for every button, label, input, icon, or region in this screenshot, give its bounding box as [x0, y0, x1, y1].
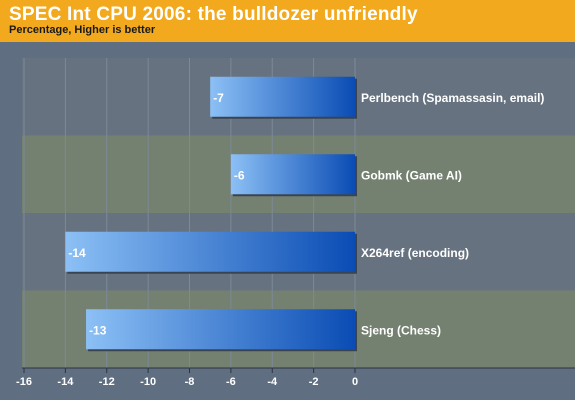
- x-tick-label: 0: [352, 376, 358, 388]
- chart-title: SPEC Int CPU 2006: the bulldozer unfrien…: [9, 4, 418, 25]
- category-label: Sjeng (Chess): [361, 323, 441, 337]
- data-label: -7: [213, 91, 224, 105]
- chart-header: SPEC Int CPU 2006: the bulldozer unfrien…: [0, 0, 575, 42]
- bar: [65, 231, 355, 272]
- x-tick-label: -10: [140, 376, 156, 388]
- x-tick-label: -12: [99, 376, 115, 388]
- x-tick-label: -4: [267, 376, 278, 388]
- bar: [230, 154, 355, 195]
- category-label: X264ref (encoding): [361, 246, 469, 260]
- x-tick-label: -8: [185, 376, 195, 388]
- category-label: Perlbench (Spamassasin, email): [361, 91, 544, 105]
- data-label: -14: [68, 246, 86, 260]
- data-label: -13: [89, 323, 107, 337]
- x-tick-label: -14: [57, 376, 74, 388]
- bar: [86, 309, 355, 350]
- x-tick-label: -6: [226, 376, 236, 388]
- x-tick-label: -16: [16, 376, 32, 388]
- category-label: Gobmk (Game AI): [361, 168, 462, 182]
- bar: [210, 76, 355, 117]
- data-label: -6: [234, 168, 245, 182]
- chart-subtitle: Percentage, Higher is better: [9, 24, 156, 36]
- x-tick-label: -2: [309, 376, 319, 388]
